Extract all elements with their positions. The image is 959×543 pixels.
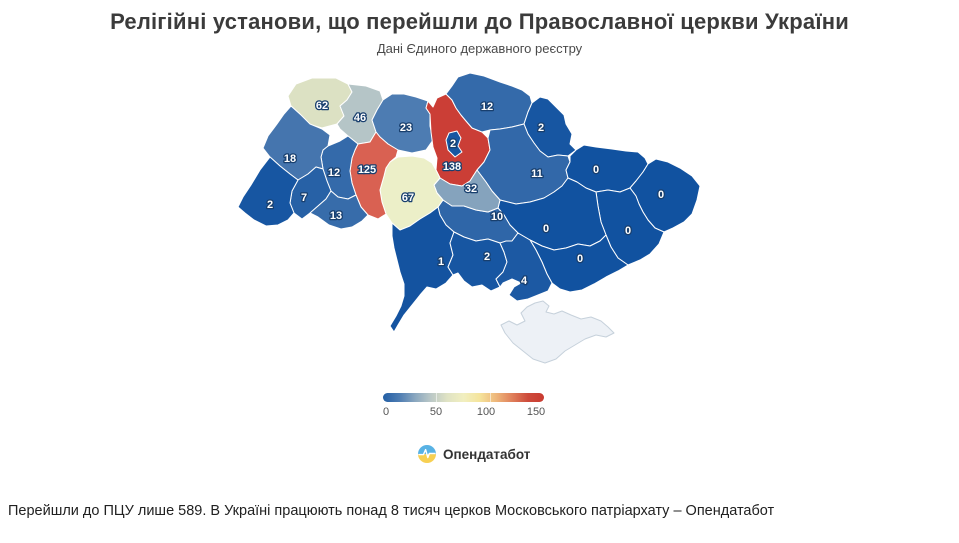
region-value-label-mykolaiv: 2 [484, 251, 490, 263]
region-value-label-kyiv-city: 2 [450, 138, 456, 150]
region-value-label-ivano-frankivsk: 7 [301, 192, 307, 204]
region-chernivtsi[interactable] [309, 190, 369, 230]
region-value-label-poltava: 11 [531, 168, 543, 180]
region-crimea[interactable] [500, 300, 615, 364]
region-value-label-kharkiv: 0 [593, 164, 599, 176]
region-value-label-khmelnytskyi: 125 [358, 164, 376, 176]
region-value-label-odesa: 1 [438, 256, 444, 268]
legend-gradient-bar [383, 393, 544, 402]
flag-yellow-half [418, 454, 436, 463]
region-value-label-cherkasy: 32 [465, 183, 477, 195]
region-value-label-rivne: 46 [354, 112, 366, 124]
region-kherson[interactable] [495, 232, 553, 302]
legend-tick-labels: 0 50 100 150 [382, 406, 546, 420]
region-value-label-chernihiv: 12 [481, 101, 493, 113]
legend-tick-0: 0 [382, 406, 390, 418]
region-value-label-ternopil: 12 [328, 167, 340, 179]
region-value-label-donetsk: 0 [625, 225, 631, 237]
region-mykolaiv[interactable] [447, 231, 508, 292]
region-value-label-vinnytsia: 67 [402, 192, 414, 204]
region-value-label-sumy: 2 [538, 122, 544, 134]
opendatabot-flag-icon [418, 445, 436, 463]
color-legend: 0 50 100 150 [383, 393, 545, 423]
region-value-label-dnipropetrovsk: 0 [543, 223, 549, 235]
legend-tick-150: 150 [526, 406, 546, 418]
region-value-label-lviv: 18 [284, 153, 296, 165]
flag-blue-half [418, 445, 436, 455]
region-value-label-volyn: 62 [316, 100, 328, 112]
ukraine-choropleth-map: 62 46 23 138 2 12 2 11 0 0 0 0 0 10 32 67 125 12 18 7 2 13 1 2 4 [225, 62, 715, 384]
page-subtitle: Дані Єдиного державного реєстру [376, 41, 583, 56]
pulse-line [418, 448, 436, 459]
region-value-label-zaporizhzhia: 0 [577, 253, 583, 265]
region-value-label-luhansk: 0 [658, 189, 664, 201]
region-kyiv-city[interactable] [445, 130, 463, 158]
legend-tick-100: 100 [476, 406, 496, 418]
region-value-label-kherson: 4 [521, 275, 528, 287]
page-title: Релігійні установи, що перейшли до Право… [110, 9, 849, 34]
legend-tick-50: 50 [429, 406, 443, 418]
opendatabot-logo[interactable]: Опендатабот [418, 445, 530, 463]
opendatabot-logo-text: Опендатабот [443, 446, 531, 462]
legend-tick-line-100 [490, 393, 491, 402]
region-odesa[interactable] [389, 206, 455, 333]
region-zhytomyr[interactable] [371, 93, 434, 154]
region-value-label-zakarpattia: 2 [267, 199, 273, 211]
legend-tick-line-50 [436, 393, 437, 402]
region-value-label-kirovohrad: 10 [491, 211, 503, 223]
bottom-caption: Перейшли до ПЦУ лише 589. В Україні прац… [8, 503, 775, 519]
region-value-label-chernivtsi: 13 [330, 210, 342, 222]
region-zakarpattia[interactable] [237, 156, 299, 227]
region-value-label-kyiv-oblast: 138 [443, 161, 461, 173]
region-value-label-zhytomyr: 23 [400, 122, 412, 134]
